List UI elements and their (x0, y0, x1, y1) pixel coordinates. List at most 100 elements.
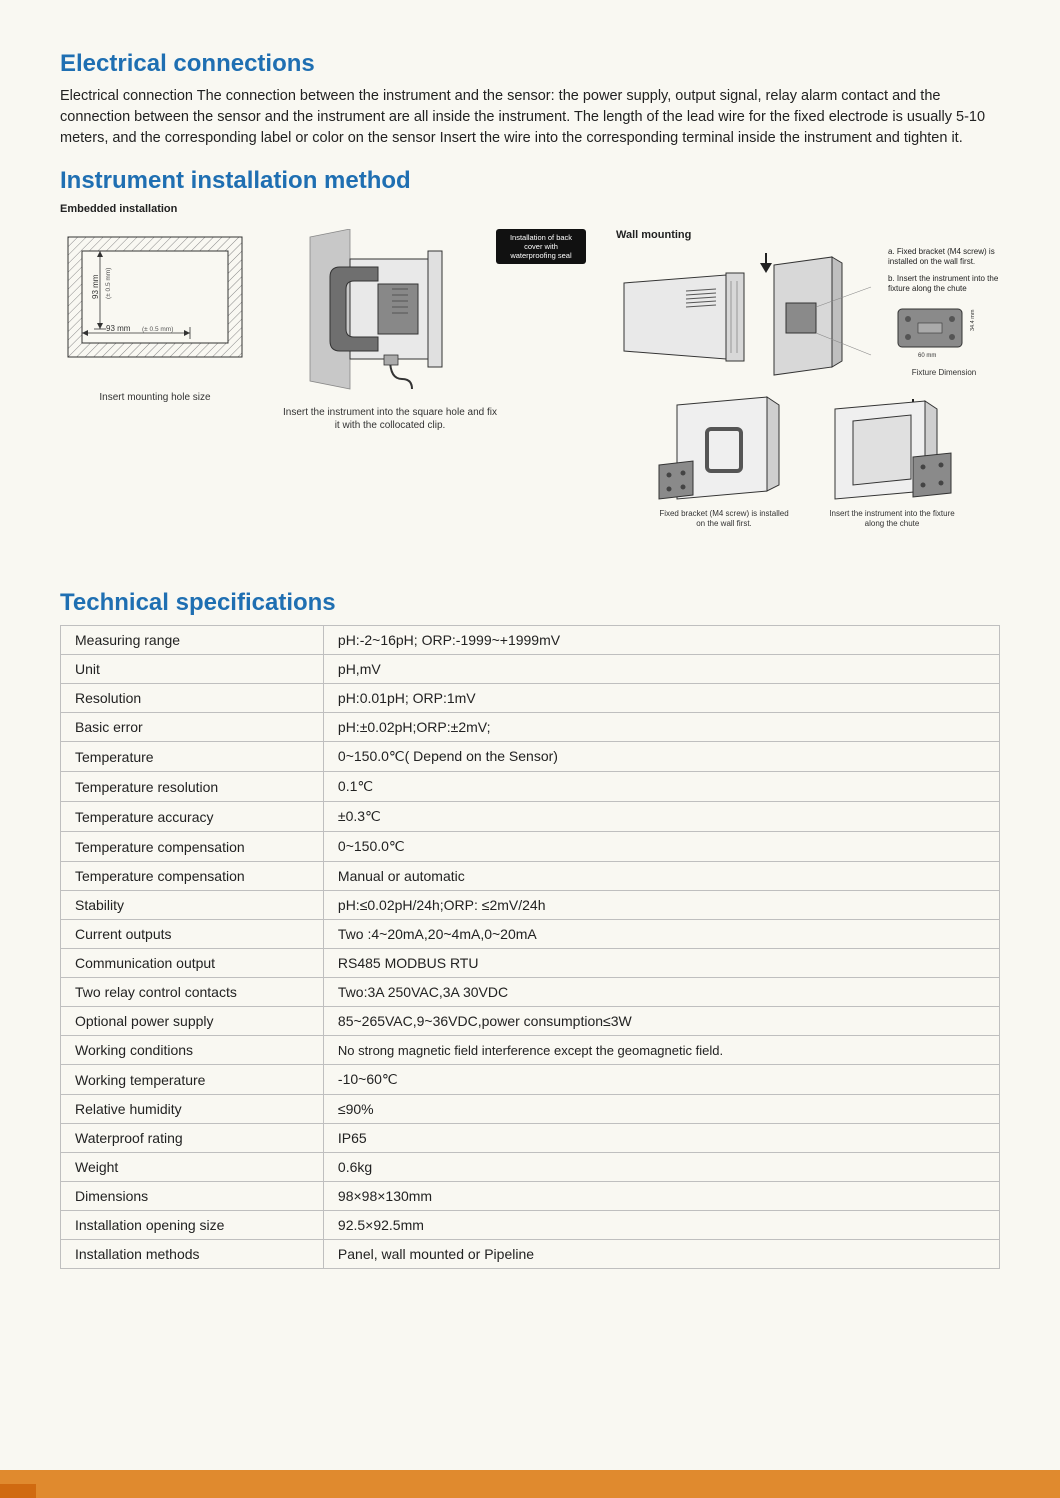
instrument-side-diagram (280, 229, 490, 394)
spec-value: -10~60℃ (323, 1065, 999, 1095)
table-row: Communication outputRS485 MODBUS RTU (61, 949, 1000, 978)
cutout-width-tol: (± 0.5 mm) (142, 326, 173, 333)
table-row: Two relay control contactsTwo:3A 250VAC,… (61, 978, 1000, 1007)
cutout-width-label: 93 mm (106, 324, 131, 333)
wall-bottom-left-caption: Fixed bracket (M4 screw) is installed on… (654, 509, 794, 529)
table-row: Temperature0~150.0℃( Depend on the Senso… (61, 742, 1000, 772)
table-row: Temperature resolution0.1℃ (61, 772, 1000, 802)
table-row: Temperature compensationManual or automa… (61, 862, 1000, 891)
wall-mounting-label: Wall mounting (616, 229, 1000, 241)
table-row: StabilitypH:≤0.02pH/24h;ORP: ≤2mV/24h (61, 891, 1000, 920)
spec-value: pH:0.01pH; ORP:1mV (323, 684, 999, 713)
table-row: ResolutionpH:0.01pH; ORP:1mV (61, 684, 1000, 713)
table-row: Working conditionsNo strong magnetic fie… (61, 1036, 1000, 1065)
cutout-height-label: 93 mm (91, 274, 100, 299)
fixture-dimension-label: Fixture Dimension (888, 368, 1000, 377)
spec-value: pH:≤0.02pH/24h;ORP: ≤2mV/24h (323, 891, 999, 920)
spec-value: Panel, wall mounted or Pipeline (323, 1240, 999, 1269)
spec-label: Weight (61, 1153, 324, 1182)
wall-bottom-right: Insert the instrument into the fixture a… (817, 395, 967, 529)
wall-note-b: b. Insert the instrument into the fixtur… (888, 274, 1000, 295)
page: Electrical connections Electrical connec… (0, 0, 1060, 1498)
spec-value: 0.1℃ (323, 772, 999, 802)
spec-label: Measuring range (61, 626, 324, 655)
spec-value: 85~265VAC,9~36VDC,power consumption≤3W (323, 1007, 999, 1036)
table-row: Temperature compensation0~150.0℃ (61, 832, 1000, 862)
instrument-side-column: Installation of back cover with waterpro… (280, 229, 586, 432)
wall-bottom-left: Fixed bracket (M4 screw) is installed on… (649, 395, 799, 529)
electrical-connections-heading: Electrical connections (60, 50, 1000, 78)
spec-label: Relative humidity (61, 1095, 324, 1124)
spec-label: Temperature (61, 742, 324, 772)
spec-label: Working temperature (61, 1065, 324, 1095)
table-row: Optional power supply85~265VAC,9~36VDC,p… (61, 1007, 1000, 1036)
instrument-side-caption: Insert the instrument into the square ho… (280, 406, 500, 432)
panel-cutout-caption: Insert mounting hole size (60, 391, 250, 404)
spec-value: pH,mV (323, 655, 999, 684)
wall-bottom-right-caption: Insert the instrument into the fixture a… (822, 509, 962, 529)
table-row: Current outputsTwo :4~20mA,20~4mA,0~20mA (61, 920, 1000, 949)
table-row: Basic errorpH:±0.02pH;ORP:±2mV; (61, 713, 1000, 742)
diagrams-row: 93 mm (± 0.5 mm) 93 mm (± 0.5 mm) Insert… (60, 229, 1000, 529)
spec-label: Installation methods (61, 1240, 324, 1269)
spec-label: Working conditions (61, 1036, 324, 1065)
table-row: Dimensions98×98×130mm (61, 1182, 1000, 1211)
spec-value: 0~150.0℃ (323, 832, 999, 862)
spec-label: Temperature compensation (61, 832, 324, 862)
footer-accent-bar (0, 1470, 1060, 1498)
table-row: Waterproof ratingIP65 (61, 1124, 1000, 1153)
spec-value: ≤90% (323, 1095, 999, 1124)
panel-cutout-diagram: 93 mm (± 0.5 mm) 93 mm (± 0.5 mm) (60, 229, 250, 379)
spec-value: pH:-2~16pH; ORP:-1999~+1999mV (323, 626, 999, 655)
table-row: Working temperature-10~60℃ (61, 1065, 1000, 1095)
svg-text:60 mm: 60 mm (918, 353, 936, 359)
spec-value: ±0.3℃ (323, 802, 999, 832)
spec-label: Installation opening size (61, 1211, 324, 1240)
spec-label: Optional power supply (61, 1007, 324, 1036)
spec-value: 92.5×92.5mm (323, 1211, 999, 1240)
spec-label: Current outputs (61, 920, 324, 949)
spec-value: RS485 MODBUS RTU (323, 949, 999, 978)
spec-label: Two relay control contacts (61, 978, 324, 1007)
spec-value: pH:±0.02pH;ORP:±2mV; (323, 713, 999, 742)
spec-value: IP65 (323, 1124, 999, 1153)
spec-value: Two :4~20mA,20~4mA,0~20mA (323, 920, 999, 949)
spec-value: 0~150.0℃( Depend on the Sensor) (323, 742, 999, 772)
spec-value: 98×98×130mm (323, 1182, 999, 1211)
spec-label: Temperature compensation (61, 862, 324, 891)
wall-note-a: a. Fixed bracket (M4 screw) is installed… (888, 247, 1000, 268)
spec-label: Waterproof rating (61, 1124, 324, 1153)
spec-value: Manual or automatic (323, 862, 999, 891)
spec-label: Stability (61, 891, 324, 920)
installation-method-heading: Instrument installation method (60, 167, 1000, 195)
spec-label: Temperature resolution (61, 772, 324, 802)
electrical-connections-paragraph: Electrical connection The connection bet… (60, 86, 1000, 149)
table-row: Relative humidity≤90% (61, 1095, 1000, 1124)
wall-top-diagram (616, 247, 876, 377)
wall-mounting-block: Wall mounting (616, 229, 1000, 529)
spec-label: Dimensions (61, 1182, 324, 1211)
spec-value: Two:3A 250VAC,3A 30VDC (323, 978, 999, 1007)
table-row: Installation opening size92.5×92.5mm (61, 1211, 1000, 1240)
spec-label: Communication output (61, 949, 324, 978)
spec-label: Temperature accuracy (61, 802, 324, 832)
spec-value: 0.6kg (323, 1153, 999, 1182)
table-row: Installation methodsPanel, wall mounted … (61, 1240, 1000, 1269)
spec-label: Resolution (61, 684, 324, 713)
table-row: Weight0.6kg (61, 1153, 1000, 1182)
panel-cutout-column: 93 mm (± 0.5 mm) 93 mm (± 0.5 mm) Insert… (60, 229, 250, 404)
fixture-dimension-diagram: 60 mm 34.4 mm Fixture Dimension (888, 301, 1000, 377)
technical-specifications-heading: Technical specifications (60, 589, 1000, 617)
cutout-height-tol: (± 0.5 mm) (105, 268, 112, 299)
back-cover-badge: Installation of back cover with waterpro… (496, 229, 586, 264)
spec-value: No strong magnetic field interference ex… (323, 1036, 999, 1065)
embedded-installation-label: Embedded installation (60, 203, 1000, 215)
footer-accent-inner (0, 1484, 36, 1498)
table-row: Temperature accuracy±0.3℃ (61, 802, 1000, 832)
table-row: UnitpH,mV (61, 655, 1000, 684)
spec-label: Basic error (61, 713, 324, 742)
specifications-table: Measuring rangepH:-2~16pH; ORP:-1999~+19… (60, 625, 1000, 1269)
table-row: Measuring rangepH:-2~16pH; ORP:-1999~+19… (61, 626, 1000, 655)
svg-text:34.4 mm: 34.4 mm (970, 309, 976, 331)
spec-label: Unit (61, 655, 324, 684)
